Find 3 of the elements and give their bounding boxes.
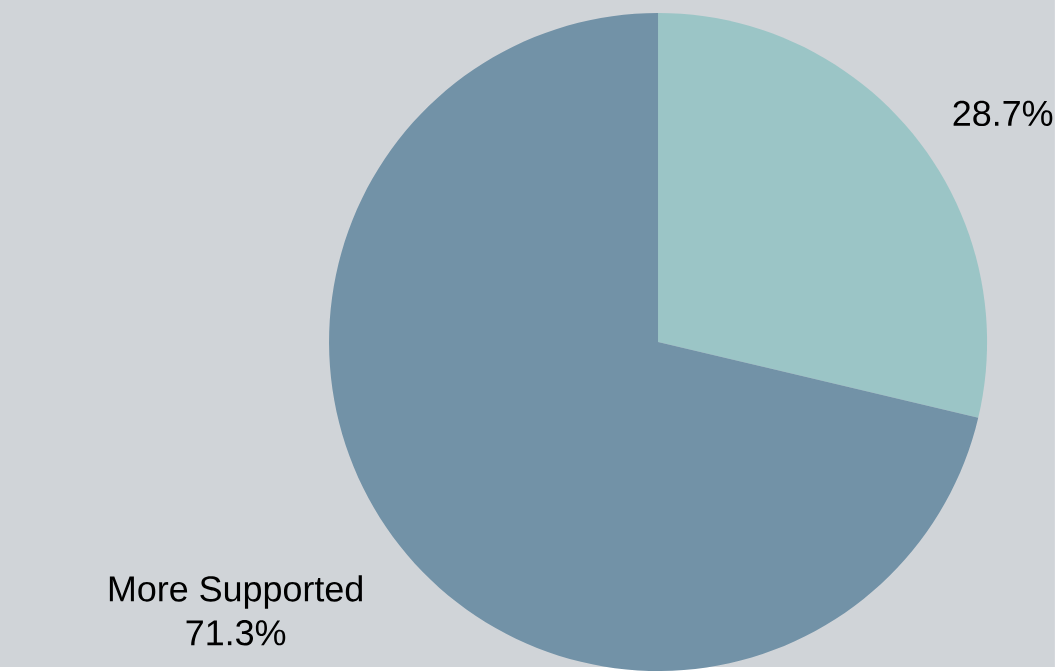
- data-label: 71.3%: [186, 620, 286, 646]
- slice-label: More Supported: [109, 575, 362, 609]
- data-label: 28.7%: [953, 100, 1053, 127]
